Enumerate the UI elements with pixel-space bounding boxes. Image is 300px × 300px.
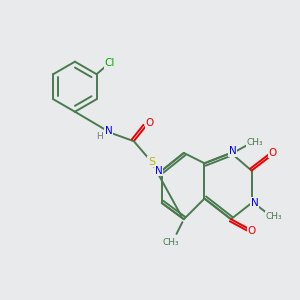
Text: N: N [105, 126, 113, 136]
Text: O: O [146, 118, 154, 128]
Text: H: H [96, 132, 102, 141]
Text: O: O [248, 226, 256, 236]
Text: O: O [268, 148, 276, 158]
Text: Cl: Cl [105, 58, 115, 68]
Text: N: N [155, 166, 163, 176]
Text: N: N [229, 146, 236, 157]
Text: CH₃: CH₃ [266, 212, 282, 221]
Text: S: S [148, 157, 155, 167]
Text: CH₃: CH₃ [247, 138, 263, 147]
Text: N: N [251, 198, 258, 208]
Text: CH₃: CH₃ [162, 238, 179, 247]
